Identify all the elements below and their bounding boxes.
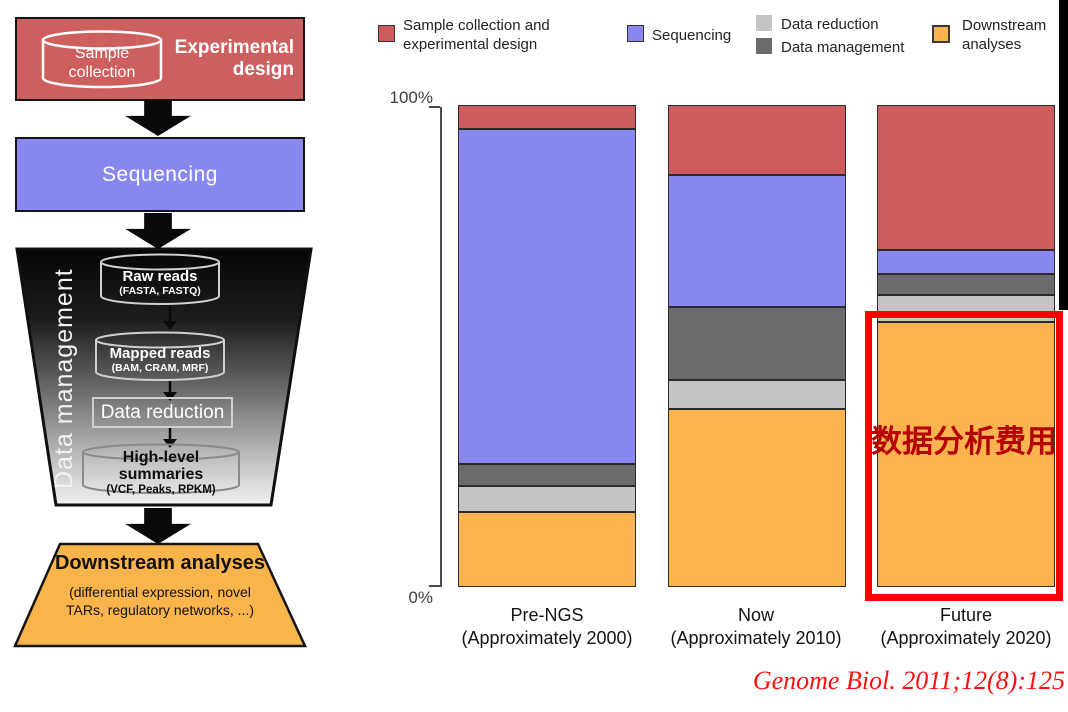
legend-swatch-sequencing (627, 25, 644, 42)
data-management-funnel: Data management Raw reads (FASTA, FASTQ)… (10, 247, 315, 508)
category-name: Pre-NGS (510, 605, 584, 625)
database-icon (82, 443, 240, 494)
legend-label-data-reduction: Data reduction (781, 16, 879, 33)
stacked-bar-pre-ngs (458, 105, 636, 587)
bar-segment-downstream-analyses (877, 321, 1055, 587)
legend-swatch-data-reduction (756, 15, 772, 31)
sequencing-label: Sequencing (102, 162, 218, 186)
high-level-summaries-formats: (VCF, Peaks, RPKM) (106, 484, 216, 496)
bar-segment-sample-collection-and-experimental-design (668, 105, 846, 175)
yaxis-tickmark-top (429, 106, 440, 108)
legend-label-data-management: Data management (781, 39, 905, 56)
bar-segment-data-reduction (668, 379, 846, 409)
mapped-reads-formats: (BAM, CRAM, MRF) (111, 361, 209, 374)
downstream-analyses-title: Downstream analyses (54, 552, 266, 574)
category-name: Now (737, 605, 774, 625)
category-name: Future (939, 605, 993, 625)
raw-reads-cylinder: Raw reads (FASTA, FASTQ) (98, 253, 222, 307)
bar-segment-sequencing (668, 174, 846, 308)
bar-segment-sequencing (458, 129, 636, 465)
legend-swatch-data-management (756, 38, 772, 54)
yaxis-tick-0: 0% (408, 588, 433, 607)
category-period: (Approximately 2020) (880, 628, 1052, 648)
citation-text: Genome Biol. 2011;12(8):125 (752, 666, 1065, 695)
database-icon (95, 331, 225, 381)
legend-label-sample-collection: Sample collection and experimental desig… (403, 17, 550, 53)
bar-segment-downstream-analyses (668, 408, 846, 587)
sample-collection-label: Sample collection (68, 45, 136, 81)
high-level-summaries-title: High-level summaries (118, 449, 204, 483)
stacked-bar-future (877, 105, 1055, 587)
legend-swatch-downstream (932, 25, 950, 43)
xaxis-label-now: Now (Approximately 2010) (661, 604, 851, 650)
bar-segment-sample-collection-and-experimental-design (458, 105, 636, 130)
legend-swatch-sample-collection (378, 25, 395, 42)
downstream-analyses-subtitle: (differential expression, novel TARs, re… (65, 584, 254, 618)
stacked-bar-now (668, 105, 846, 587)
downstream-analyses-trapezoid: Downstream analyses (differential expres… (13, 542, 307, 648)
data-management-label: Data management (50, 268, 78, 490)
highlight-box: 数据分析费用 (865, 311, 1063, 601)
down-arrow-icon (163, 428, 177, 448)
yaxis-tick-100: 100% (389, 88, 433, 107)
experimental-design-box: Sample collection Experimental design (15, 17, 305, 101)
down-arrow-icon (125, 508, 191, 544)
raw-reads-formats: (FASTA, FASTQ) (119, 284, 201, 297)
trapezoid-shape (13, 542, 307, 648)
bar-segment-data-management (668, 307, 846, 380)
experimental-design-label: Experimental design (174, 37, 294, 80)
down-arrow-icon (125, 213, 191, 249)
annotation-text: 数据分析费用 (871, 424, 1057, 459)
mapped-reads-cylinder: Mapped reads (BAM, CRAM, MRF) (93, 331, 227, 383)
legend-label-sequencing: Sequencing (652, 27, 732, 44)
bar-segment-data-management (458, 464, 636, 486)
database-icon (41, 30, 163, 89)
category-period: (Approximately 2010) (670, 628, 842, 648)
xaxis-label-future: Future (Approximately 2020) (871, 604, 1061, 650)
legend-label-downstream: Downstream analyses (962, 17, 1047, 53)
database-icon (100, 253, 220, 305)
cropped-edge-artifact (1059, 0, 1068, 310)
sequencing-box: Sequencing (15, 137, 305, 212)
mapped-reads-title: Mapped reads (109, 344, 211, 362)
bar-segment-downstream-analyses (458, 512, 636, 587)
bar-segment-data-management (877, 273, 1055, 296)
stacked-bars-plot-area (458, 105, 1058, 587)
bar-segment-data-reduction (458, 485, 636, 513)
xaxis-label-pre-ngs: Pre-NGS (Approximately 2000) (452, 604, 642, 650)
high-level-summaries-cylinder: High-level summaries (VCF, Peaks, RPKM) (80, 443, 242, 497)
sample-collection-cylinder: Sample collection (39, 30, 165, 90)
yaxis-line (440, 107, 442, 587)
down-arrow-icon (163, 381, 177, 401)
down-arrow-icon (125, 100, 191, 136)
category-period: (Approximately 2000) (461, 628, 633, 648)
bar-segment-sequencing (877, 249, 1055, 274)
bar-segment-sample-collection-and-experimental-design (877, 105, 1055, 250)
data-reduction-box: Data reduction (92, 397, 233, 428)
down-arrow-icon (163, 306, 177, 330)
yaxis-tickmark-bottom (429, 585, 440, 587)
funnel-shape (15, 247, 313, 507)
raw-reads-title: Raw reads (122, 267, 198, 285)
